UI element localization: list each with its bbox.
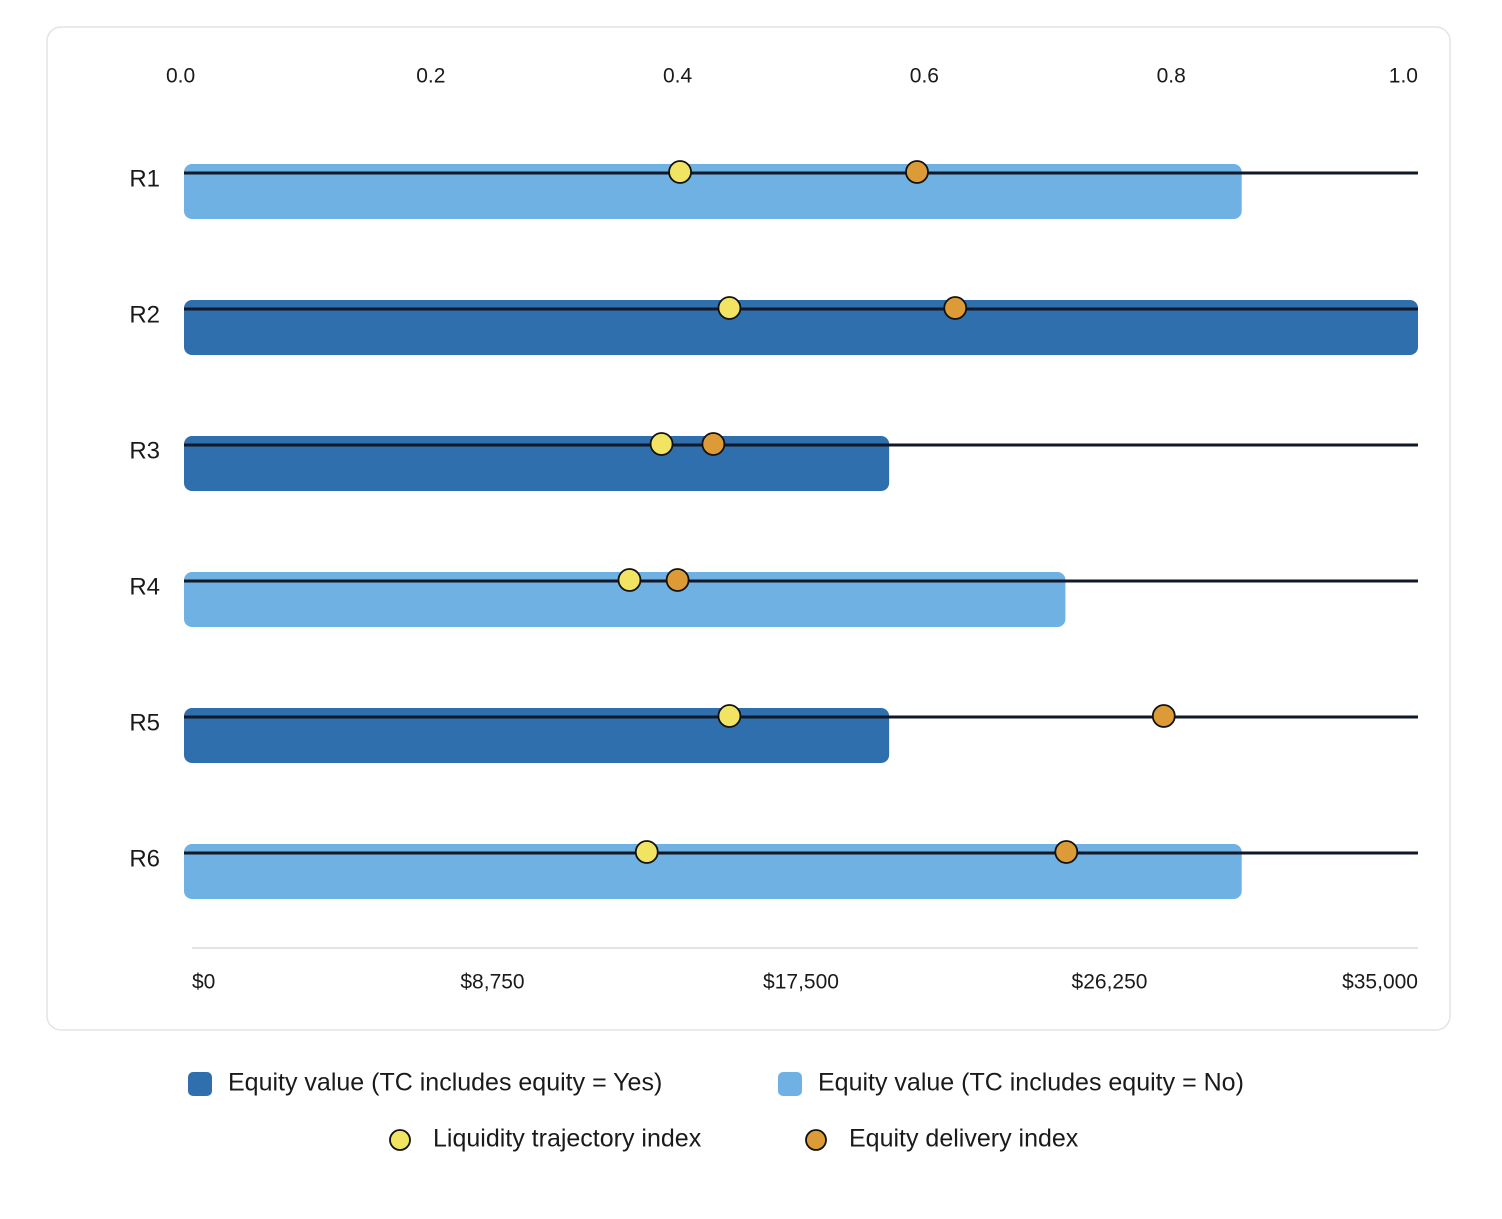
bar bbox=[184, 708, 890, 763]
dot bbox=[665, 568, 690, 592]
x-tick-label: $17,500 bbox=[763, 971, 839, 994]
x-tick-label: $8,750 bbox=[460, 971, 524, 994]
top-tick-label: 0.6 bbox=[910, 65, 939, 88]
y-tick-label: R3 bbox=[129, 437, 160, 464]
dot bbox=[634, 840, 659, 864]
bar bbox=[184, 300, 1418, 355]
dot bbox=[717, 296, 742, 320]
legend-label: Liquidity trajectory index bbox=[433, 1125, 702, 1153]
dot bbox=[701, 432, 726, 456]
x-tick-label: $26,250 bbox=[1072, 971, 1148, 994]
legend-swatch bbox=[188, 1072, 212, 1096]
dot bbox=[1054, 840, 1079, 864]
top-tick-label: 0.8 bbox=[1157, 65, 1186, 88]
bar bbox=[184, 572, 1066, 627]
y-tick-label: R1 bbox=[129, 165, 160, 192]
y-tick-label: R5 bbox=[129, 709, 160, 736]
y-tick-label: R6 bbox=[129, 845, 160, 872]
legend-swatch bbox=[389, 1129, 411, 1151]
dot bbox=[1151, 704, 1176, 728]
dot bbox=[668, 160, 692, 184]
legend-label: Equity value (TC includes equity = Yes) bbox=[228, 1069, 662, 1097]
y-tick-label: R4 bbox=[129, 573, 160, 600]
bar bbox=[184, 164, 1242, 219]
legend-swatch bbox=[778, 1072, 802, 1096]
dot bbox=[649, 432, 674, 456]
legend-label: Equity value (TC includes equity = No) bbox=[818, 1069, 1244, 1097]
y-tick-label: R2 bbox=[129, 301, 160, 328]
x-tick-label: $35,000 bbox=[1342, 971, 1418, 994]
top-tick-label: 0.2 bbox=[416, 65, 445, 88]
legend-label: Equity delivery index bbox=[849, 1125, 1079, 1153]
dot bbox=[905, 160, 929, 184]
chart-card bbox=[46, 26, 1451, 1031]
dot bbox=[943, 296, 968, 320]
legend-swatch bbox=[805, 1129, 827, 1151]
dot bbox=[617, 568, 642, 592]
top-tick-label: 0.0 bbox=[166, 65, 195, 88]
x-tick-label: $0 bbox=[192, 971, 215, 994]
top-tick-label: 0.4 bbox=[663, 65, 693, 88]
bar bbox=[184, 844, 1242, 899]
top-tick-label: 1.0 bbox=[1389, 65, 1418, 88]
dot bbox=[717, 704, 742, 728]
